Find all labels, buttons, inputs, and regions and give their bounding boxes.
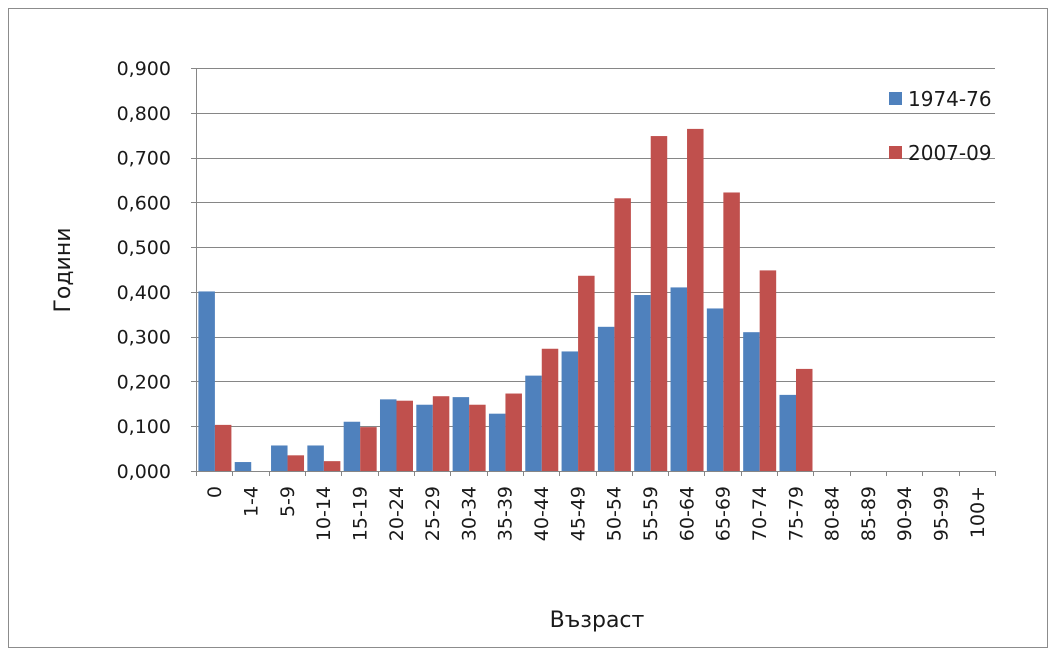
bar-2007-09-50-54 [614, 198, 631, 471]
legend-swatch-2007-09 [889, 146, 902, 159]
x-tick-label: 40-44 [531, 486, 553, 541]
bar-2007-09-15-19 [360, 427, 377, 471]
bar-2007-09-10-14 [323, 461, 341, 471]
bars [198, 128, 813, 472]
x-tick-label: 90-94 [894, 486, 916, 541]
legend: 1974-76 2007-09 [889, 87, 992, 165]
x-tick-label: 50-54 [604, 486, 626, 541]
legend-label-1974-76: 1974-76 [908, 87, 992, 111]
bar-1974-76-35-39 [488, 413, 506, 471]
bar-2007-09-40-44 [541, 348, 559, 471]
x-tick-label: 65-69 [713, 486, 735, 541]
bar-1974-76-70-74 [743, 332, 760, 471]
bar-2007-09-60-64 [687, 128, 704, 472]
bar-1974-76-10-14 [307, 445, 324, 471]
bar-1974-76-50-54 [597, 326, 615, 471]
x-tick-label: 75-79 [785, 486, 807, 541]
y-tick-labels: 0,000 0,100 0,200 0,300 0,400 0,500 0,600 0,700… [117, 58, 171, 483]
x-tick-label: 100+ [967, 486, 989, 538]
y-tick-label: 0,600 [117, 192, 171, 214]
bar-1974-76-30-34 [452, 397, 470, 471]
bar-1974-76-0 [198, 291, 215, 471]
bar-2007-09-20-24 [396, 400, 413, 471]
x-tick-label: 10-14 [313, 486, 335, 541]
y-tick-label: 0,500 [117, 237, 171, 259]
x-tick-labels: 0 1-4 5-9 10-14 15-19 20-24 25-29 30-34 35-39 40-… [204, 486, 989, 541]
x-tick-label: 80-84 [822, 486, 844, 541]
x-tick-label: 45-49 [567, 486, 589, 541]
x-tick-label: 25-29 [422, 486, 444, 541]
gridlines [196, 68, 995, 427]
x-tick-label: 35-39 [495, 486, 517, 541]
y-tick-label: 0,800 [117, 103, 171, 125]
bar-2007-09-35-39 [505, 393, 522, 471]
y-tick-label: 0,300 [117, 327, 171, 349]
y-axis-title: Години [51, 227, 76, 312]
y-tick-label: 0,400 [117, 282, 171, 304]
x-tick-label: 0 [204, 486, 226, 498]
legend-swatch-1974-76 [889, 92, 902, 105]
x-axis-title: Възраст [550, 608, 645, 633]
bar-2007-09-75-79 [795, 368, 813, 471]
x-tick-label: 60-64 [676, 486, 698, 541]
y-tick-label: 0,200 [117, 371, 171, 393]
bar-1974-76-55-59 [634, 295, 651, 471]
x-tick-label: 20-24 [386, 486, 408, 541]
axes [191, 68, 996, 476]
x-tick-label: 30-34 [458, 486, 480, 541]
bar-2007-09-5-9 [287, 455, 305, 471]
bar-2007-09-25-29 [432, 396, 450, 471]
x-tick-label: 15-19 [349, 486, 371, 541]
y-tick-label: 0,100 [117, 416, 171, 438]
bar-1974-76-75-79 [779, 394, 796, 471]
bar-2007-09-70-74 [759, 270, 777, 471]
bar-1974-76-1-4 [234, 462, 252, 471]
y-tick-label: 0,000 [117, 461, 171, 483]
bar-1974-76-45-49 [561, 351, 579, 471]
bar-2007-09-55-59 [650, 136, 668, 471]
y-tick-label: 0,900 [117, 58, 171, 80]
bar-1974-76-15-19 [343, 421, 361, 471]
x-tick-label: 70-74 [749, 486, 771, 541]
x-tick-label: 55-59 [640, 486, 662, 541]
bar-1974-76-65-69 [706, 308, 724, 471]
bar-2007-09-65-69 [723, 192, 740, 471]
x-tick-label: 85-89 [858, 486, 880, 541]
legend-label-2007-09: 2007-09 [908, 141, 992, 165]
y-tick-label: 0,700 [117, 148, 171, 170]
bar-2007-09-0 [214, 424, 232, 471]
bar-2007-09-30-34 [469, 404, 486, 471]
bar-1974-76-60-64 [670, 287, 688, 471]
bar-1974-76-20-24 [379, 399, 397, 471]
x-tick-label: 95-99 [931, 486, 953, 541]
bar-1974-76-25-29 [416, 404, 433, 471]
bar-2007-09-45-49 [578, 275, 595, 471]
chart-frame [8, 8, 1048, 648]
bar-1974-76-40-44 [525, 375, 542, 471]
bar-1974-76-5-9 [271, 445, 288, 471]
x-tick-label: 1-4 [240, 486, 262, 517]
x-tick-label: 5-9 [277, 486, 299, 517]
